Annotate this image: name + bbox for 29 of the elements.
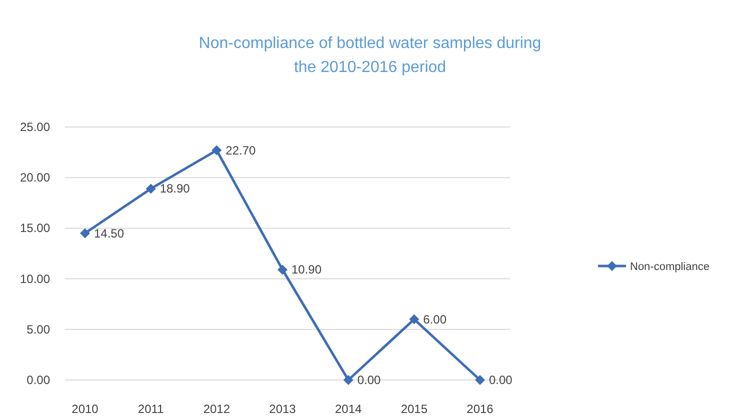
data-label: 14.50 (94, 226, 124, 240)
x-tick-label: 2013 (269, 402, 296, 416)
data-label: 10.90 (292, 262, 322, 277)
x-tick-label: 2015 (400, 402, 428, 416)
point (80, 228, 90, 238)
data-label: 6.00 (423, 312, 447, 326)
y-tick-label: 20.00 (20, 170, 50, 185)
x-tick-label: 2010 (72, 402, 99, 416)
x-tick-label: 2016 (466, 402, 494, 416)
point (278, 264, 288, 275)
y-tick-label: 5.00 (26, 322, 50, 336)
data-label: 0.00 (357, 373, 382, 387)
x-tick-label: 2011 (138, 402, 164, 416)
point (409, 314, 420, 324)
point (212, 145, 222, 156)
point (146, 184, 156, 194)
data-label: 18.90 (160, 182, 190, 196)
y-tick-label: 25.00 (20, 120, 50, 134)
point (475, 375, 485, 385)
legend-label: Non-compliance (630, 261, 710, 273)
y-tick-label: 0.00 (26, 373, 50, 387)
y-tick-label: 10.00 (20, 272, 50, 286)
x-tick-label: 2014 (334, 402, 362, 416)
data-label: 0.00 (489, 373, 513, 387)
chart-title: Non-compliance of bottled water samples during the 2010-2016 period (198, 35, 542, 76)
point (343, 375, 354, 385)
y-tick-label: 15.00 (20, 221, 50, 236)
data-label: 22.70 (226, 143, 256, 158)
x-tick-label: 2012 (203, 402, 230, 416)
